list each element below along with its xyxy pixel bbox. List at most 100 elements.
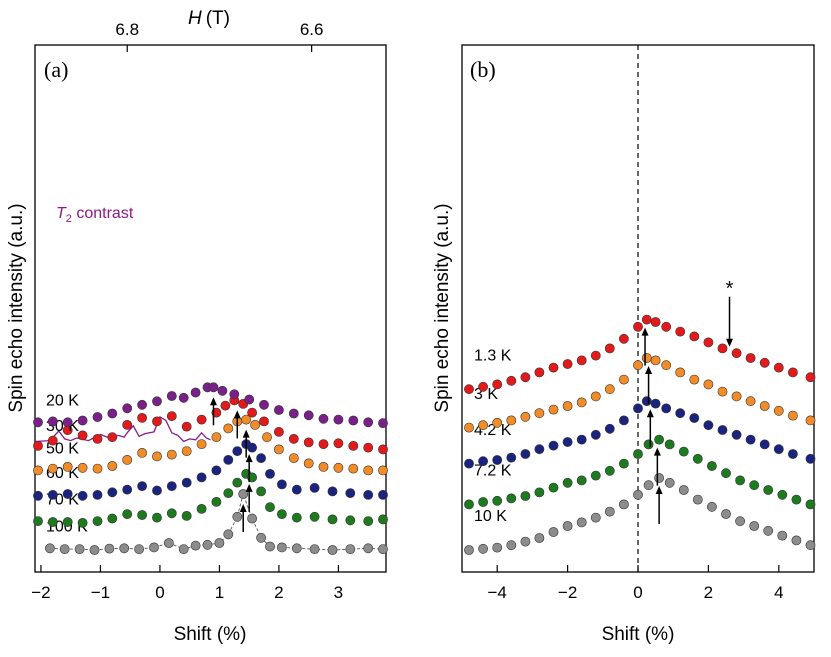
data-point bbox=[759, 439, 770, 450]
data-point bbox=[641, 314, 652, 325]
data-point bbox=[190, 540, 201, 551]
data-point bbox=[33, 465, 43, 476]
data-point bbox=[59, 544, 70, 554]
data-point bbox=[163, 538, 174, 548]
data-point bbox=[318, 461, 329, 472]
data-point bbox=[122, 454, 133, 465]
panel-a-y-axis-label: Spin echo intensity (a.u.) bbox=[6, 203, 27, 412]
data-point bbox=[576, 517, 587, 528]
data-point bbox=[791, 535, 802, 546]
panel-a-top-tick-label: 6.6 bbox=[300, 20, 324, 39]
data-point bbox=[492, 417, 503, 428]
data-point bbox=[47, 489, 58, 500]
data-point bbox=[678, 446, 689, 457]
data-point bbox=[77, 415, 88, 426]
data-point bbox=[232, 511, 243, 522]
data-point bbox=[464, 422, 474, 433]
panel-b: (b) Shift (%) Spin echo intensity (a.u.)… bbox=[432, 44, 816, 645]
data-point bbox=[259, 399, 269, 410]
data-point bbox=[735, 475, 745, 486]
data-point bbox=[223, 423, 234, 434]
data-point bbox=[363, 543, 374, 554]
data-point bbox=[378, 444, 388, 455]
series-a-20K: 20 K bbox=[33, 382, 388, 428]
data-point bbox=[664, 439, 675, 450]
data-point bbox=[327, 545, 338, 555]
data-point bbox=[288, 453, 299, 463]
series-label: 7.2 K bbox=[474, 463, 512, 480]
data-point bbox=[717, 386, 728, 397]
data-point bbox=[703, 379, 714, 390]
data-point bbox=[735, 516, 745, 527]
panel-a-t2-contrast bbox=[34, 416, 211, 443]
data-point bbox=[256, 532, 266, 543]
data-point bbox=[534, 533, 545, 543]
panel-a-letter: (a) bbox=[44, 57, 68, 82]
data-point bbox=[478, 381, 488, 392]
data-point bbox=[47, 517, 58, 527]
data-point bbox=[309, 511, 320, 522]
data-point bbox=[241, 414, 252, 425]
data-point bbox=[327, 514, 338, 525]
data-point bbox=[327, 486, 338, 497]
data-point bbox=[244, 394, 255, 405]
data-point bbox=[363, 489, 374, 500]
data-point bbox=[661, 321, 672, 332]
data-point bbox=[122, 509, 133, 519]
data-point bbox=[122, 484, 133, 495]
data-point bbox=[348, 415, 359, 426]
series-label: 20 K bbox=[46, 393, 79, 410]
data-point bbox=[562, 437, 573, 447]
data-point bbox=[220, 400, 231, 411]
data-point bbox=[152, 512, 162, 523]
panel-b-x-tick-label: 4 bbox=[774, 583, 783, 602]
data-point bbox=[675, 367, 686, 378]
data-point bbox=[492, 495, 503, 506]
data-point bbox=[291, 512, 302, 523]
data-point bbox=[137, 481, 147, 491]
data-point bbox=[363, 442, 374, 453]
data-point bbox=[745, 396, 756, 407]
data-point bbox=[805, 415, 816, 426]
data-point bbox=[773, 405, 784, 416]
data-point bbox=[576, 434, 587, 445]
data-point bbox=[345, 488, 356, 498]
data-point bbox=[166, 449, 177, 460]
data-point bbox=[650, 355, 661, 366]
series-b-10K: 10 K bbox=[464, 473, 816, 555]
data-point bbox=[107, 487, 118, 498]
data-point bbox=[604, 343, 615, 354]
data-point bbox=[661, 403, 672, 414]
data-point bbox=[348, 440, 359, 451]
series-a-50K: 50 K bbox=[33, 414, 388, 476]
panel-b-x-tick-label: 0 bbox=[633, 583, 642, 602]
data-point bbox=[548, 404, 559, 415]
data-point bbox=[214, 538, 225, 548]
data-point bbox=[196, 439, 207, 449]
data-point bbox=[223, 488, 234, 498]
data-point bbox=[805, 372, 816, 383]
data-point bbox=[107, 432, 118, 442]
panel-a-x-tick-label: 1 bbox=[215, 583, 224, 602]
data-point bbox=[137, 510, 147, 520]
data-point bbox=[250, 419, 260, 430]
data-point bbox=[276, 542, 287, 553]
data-point bbox=[190, 387, 201, 398]
data-point bbox=[548, 527, 559, 537]
data-point bbox=[763, 525, 774, 536]
data-point bbox=[576, 397, 587, 408]
data-point bbox=[202, 539, 213, 550]
data-point bbox=[777, 530, 788, 541]
data-point bbox=[265, 502, 275, 512]
panel-b-x-axis-label: Shift (%) bbox=[602, 624, 675, 645]
data-point bbox=[773, 362, 784, 373]
data-point bbox=[707, 501, 717, 512]
data-point bbox=[92, 412, 103, 422]
data-point bbox=[650, 398, 661, 409]
data-point bbox=[604, 506, 615, 517]
data-point bbox=[590, 470, 601, 481]
data-point bbox=[62, 461, 73, 472]
panel-a-x-axis-label: Shift (%) bbox=[174, 624, 247, 645]
peak-arrow-head bbox=[245, 483, 253, 492]
data-point bbox=[77, 430, 88, 441]
